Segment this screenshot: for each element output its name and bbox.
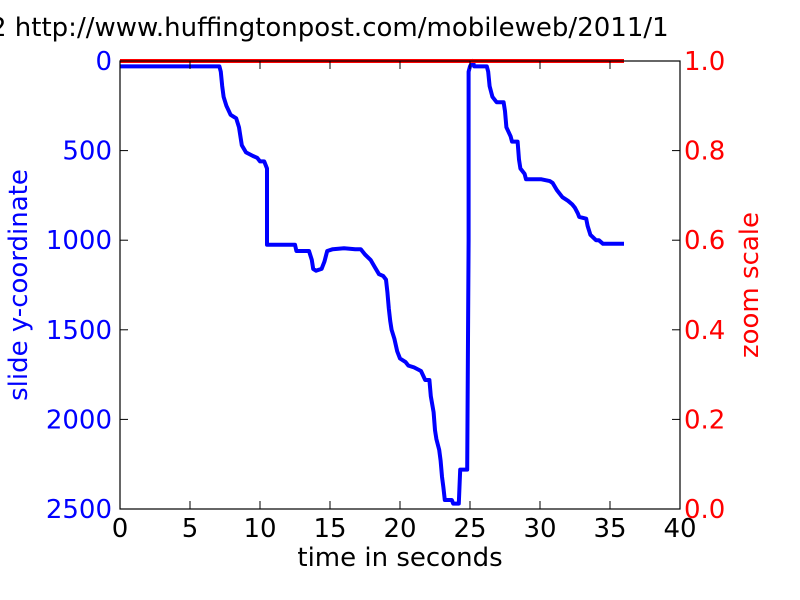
plot-frame — [119, 60, 681, 510]
y-left-tick-label: 500 — [62, 137, 112, 167]
x-tick-label: 5 — [182, 514, 199, 544]
x-tick-label: 30 — [523, 514, 556, 544]
y-right-tick-label: 0.0 — [684, 495, 725, 525]
x-tick-label: 35 — [593, 514, 626, 544]
y-left-tick-label: 2000 — [46, 405, 112, 435]
y-right-tick-label: 0.8 — [684, 137, 725, 167]
y-right-tick-label: 0.6 — [684, 226, 725, 256]
y-left-tick-label: 1500 — [46, 316, 112, 346]
y-left-tick-label: 0 — [95, 47, 112, 77]
x-tick-label: 15 — [313, 514, 346, 544]
x-tick-label: 20 — [383, 514, 416, 544]
y-right-tick-label: 1.0 — [684, 47, 725, 77]
y-left-tick-label: 1000 — [46, 226, 112, 256]
x-tick-label: 25 — [453, 514, 486, 544]
chart-title: 2 http://www.huffingtonpost.com/mobilewe… — [0, 13, 669, 43]
x-tick-label: 0 — [112, 514, 129, 544]
slide-y-coordinate-line — [120, 59, 624, 506]
y-left-tick-label: 2500 — [46, 495, 112, 525]
plot-area — [120, 59, 624, 506]
x-tick-label: 40 — [663, 514, 696, 544]
x-axis-label: time in seconds — [297, 543, 502, 573]
y-right-tick-label: 0.4 — [684, 316, 725, 346]
x-tick-label: 10 — [243, 514, 276, 544]
y-right-axis-label: zoom scale — [735, 212, 765, 358]
ticks-layer: 0 5 10 15 20 25 30 35 40 0 500 1000 1500 2000 2500 0.0 0… — [46, 47, 726, 544]
y-left-axis-label: slide y-coordinate — [4, 169, 34, 401]
y-right-tick-label: 0.2 — [684, 405, 725, 435]
